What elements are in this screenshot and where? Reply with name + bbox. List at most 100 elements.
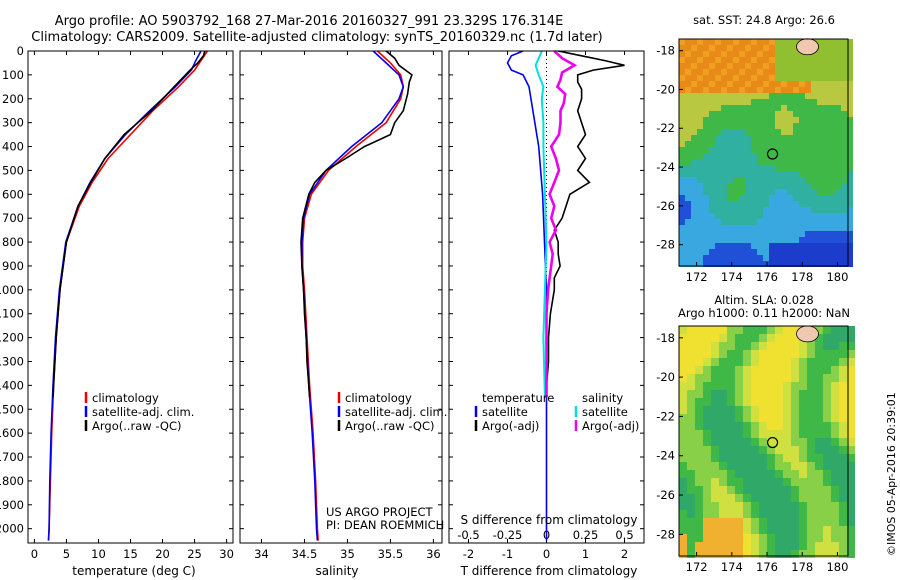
legend-label-argo: Argo(..raw -QC) <box>92 419 182 433</box>
sst-cell <box>691 147 697 153</box>
sla-cell <box>695 342 703 350</box>
sst-cell <box>799 207 805 213</box>
sst-cell <box>727 81 733 87</box>
salinity-legend: climatology satellite-adj. clim. Argo(..… <box>326 391 447 532</box>
sla-cell <box>743 350 751 358</box>
sst-cell <box>769 177 775 183</box>
sst-cell <box>739 237 745 243</box>
sst-cell <box>787 177 793 183</box>
sst-cell <box>805 237 811 243</box>
sla-cell <box>687 422 695 430</box>
sst-cell <box>763 213 769 219</box>
sst-cell <box>739 45 745 51</box>
sla-cell <box>719 350 727 358</box>
sla-cell <box>687 462 695 470</box>
sla-cell <box>831 534 839 542</box>
s-difference-label: S difference from climatology <box>461 513 638 527</box>
sst-cell <box>709 261 715 267</box>
sst-cell <box>847 135 853 141</box>
difference-x-tick-label: 0 <box>543 547 550 561</box>
sla-cell <box>783 518 791 526</box>
sst-cell <box>745 111 751 117</box>
sla-cell <box>751 438 759 446</box>
sla-cell <box>759 526 767 534</box>
difference-x-tick-label: -2 <box>463 547 474 561</box>
sst-cell <box>787 117 793 123</box>
sst-cell <box>763 99 769 105</box>
sla-cell <box>815 390 823 398</box>
sst-cell <box>685 99 691 105</box>
sst-cell <box>679 147 685 153</box>
sla-cell <box>719 502 727 510</box>
sla-cell <box>767 374 775 382</box>
sst-cell <box>775 135 781 141</box>
sst-cell <box>823 231 829 237</box>
sla-cell <box>695 486 703 494</box>
sla-cell <box>791 510 799 518</box>
sla-cell <box>775 534 783 542</box>
sst-cell <box>727 255 733 261</box>
sst-cell <box>823 135 829 141</box>
sst-cell <box>721 111 727 117</box>
sla-cell <box>727 326 735 334</box>
sst-cell <box>715 135 721 141</box>
sla-cell <box>807 398 815 406</box>
sst-cell <box>733 159 739 165</box>
sst-cell <box>841 219 847 225</box>
sla-cell <box>807 534 815 542</box>
sla-cell <box>751 430 759 438</box>
sst-cell <box>841 183 847 189</box>
sla-cell <box>711 446 719 454</box>
sla-cell <box>727 414 735 422</box>
sst-cell <box>793 63 799 69</box>
sst-cell <box>811 87 817 93</box>
sst-cell <box>769 81 775 87</box>
sst-cell <box>817 45 823 51</box>
sst-cell <box>697 231 703 237</box>
sla-cell <box>751 374 759 382</box>
sst-cell <box>841 123 847 129</box>
sla-cell <box>743 358 751 366</box>
sla-cell <box>847 486 855 494</box>
sla-cell <box>831 366 839 374</box>
sla-cell <box>759 518 767 526</box>
sla-cell <box>807 502 815 510</box>
sst-cell <box>763 81 769 87</box>
sst-cell <box>679 165 685 171</box>
sst-cell <box>829 63 835 69</box>
sst-cell <box>697 153 703 159</box>
sla-cell <box>775 414 783 422</box>
sst-cell <box>745 249 751 255</box>
sst-cell <box>817 141 823 147</box>
sla-cell <box>759 430 767 438</box>
sst-cell <box>787 87 793 93</box>
sst-cell <box>835 177 841 183</box>
sst-cell <box>811 165 817 171</box>
sla-cell <box>847 430 855 438</box>
sst-cell <box>709 135 715 141</box>
sla-cell <box>759 502 767 510</box>
sst-cell <box>721 237 727 243</box>
sst-cell <box>697 105 703 111</box>
sla-cell <box>791 534 799 542</box>
sst-cell <box>721 105 727 111</box>
sla-cell <box>687 518 695 526</box>
sst-cell <box>757 147 763 153</box>
sst-cell <box>835 219 841 225</box>
sst-cell <box>703 123 709 129</box>
sst-cell <box>733 87 739 93</box>
sst-cell <box>697 201 703 207</box>
sst-cell <box>763 207 769 213</box>
sla-cell <box>687 534 695 542</box>
sst-cell <box>751 255 757 261</box>
sst-cell <box>679 171 685 177</box>
sst-cell <box>829 123 835 129</box>
sst-cell <box>733 201 739 207</box>
sst-cell <box>733 75 739 81</box>
sst-cell <box>799 177 805 183</box>
sst-cell <box>691 159 697 165</box>
sla-cell <box>719 454 727 462</box>
sst-cell <box>685 231 691 237</box>
depth-tick-label: 1000 <box>0 283 24 297</box>
sla-cell <box>831 454 839 462</box>
